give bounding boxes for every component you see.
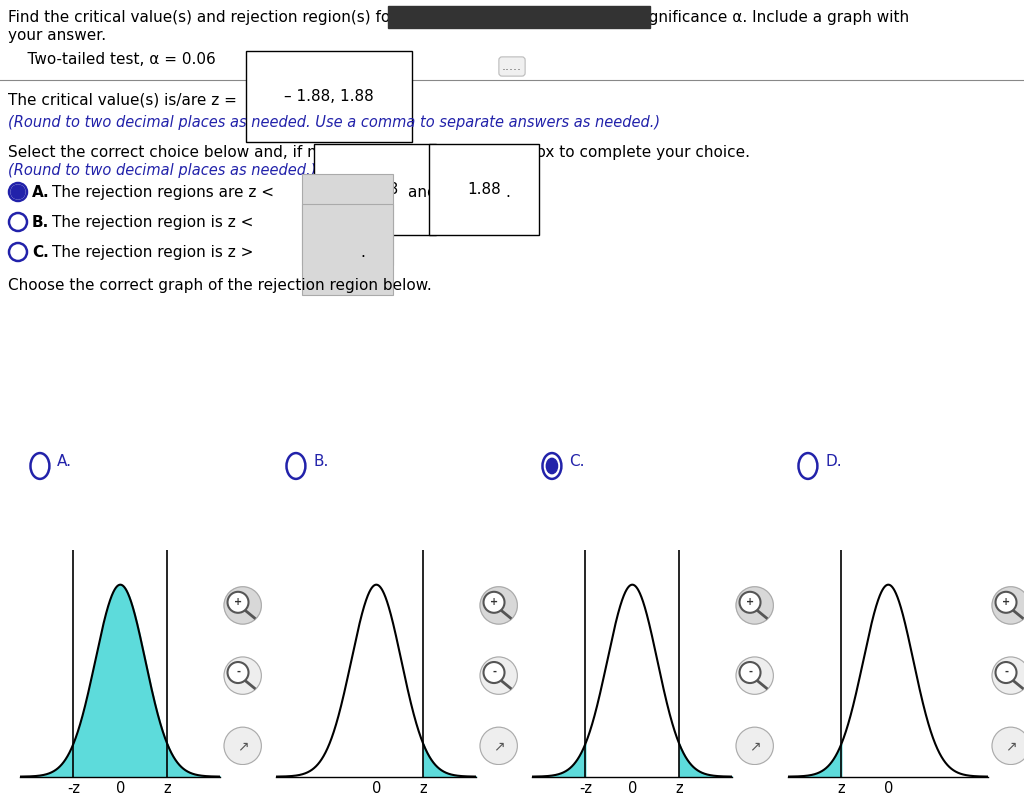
Text: D.: D. [825,454,842,468]
Circle shape [736,587,773,624]
Text: The rejection regions are z <: The rejection regions are z < [52,185,274,200]
Text: -: - [236,667,240,677]
Text: Two-tailed test, α = 0.06: Two-tailed test, α = 0.06 [8,52,216,67]
Circle shape [992,727,1024,765]
Text: +: + [489,596,498,607]
Text: C.: C. [32,245,49,260]
Text: Select the correct choice below and, if necessary, fill in the answer box to com: Select the correct choice below and, if … [8,145,750,160]
Text: Choose the correct graph of the rejection region below.: Choose the correct graph of the rejectio… [8,278,432,293]
Circle shape [995,662,1017,683]
Text: +: + [1001,596,1010,607]
Text: -: - [492,667,496,677]
Text: The rejection region is z <: The rejection region is z < [52,215,253,230]
Circle shape [480,587,517,624]
Text: B.: B. [313,454,329,468]
Circle shape [736,657,773,694]
Text: A.: A. [57,454,73,468]
Circle shape [227,662,249,683]
Circle shape [739,662,761,683]
Circle shape [224,657,261,694]
Circle shape [11,185,25,199]
Circle shape [483,592,505,612]
Text: ↗: ↗ [493,739,505,753]
Text: B.: B. [32,215,49,230]
Circle shape [224,727,261,765]
Text: ↗: ↗ [1005,739,1017,753]
Circle shape [483,662,505,683]
Text: The rejection region is z >: The rejection region is z > [52,245,253,260]
Text: The critical value(s) is/are z =: The critical value(s) is/are z = [8,92,237,107]
Circle shape [739,592,761,612]
Text: C.: C. [569,454,585,468]
Text: .....: ..... [502,60,522,73]
Circle shape [992,657,1024,694]
Text: +: + [233,596,242,607]
Text: .: . [505,185,510,200]
Text: 1.88: 1.88 [467,182,501,197]
Text: -: - [1004,667,1008,677]
Circle shape [224,587,261,624]
Text: your answer.: your answer. [8,28,106,43]
Text: and z >: and z > [408,185,467,200]
Circle shape [227,592,249,612]
Circle shape [480,657,517,694]
Text: (Round to two decimal places as needed.): (Round to two decimal places as needed.) [8,163,316,178]
Text: (Round to two decimal places as needed. Use a comma to separate answers as neede: (Round to two decimal places as needed. … [8,115,660,130]
Text: – 1.88: – 1.88 [352,182,398,197]
Circle shape [736,727,773,765]
Text: ↗: ↗ [237,739,249,753]
Text: .: . [360,215,365,230]
Text: .: . [360,245,365,260]
Circle shape [480,727,517,765]
Text: A.: A. [32,185,49,200]
Circle shape [995,592,1017,612]
Text: Find the critical value(s) and rejection region(s) for the type of z-test with l: Find the critical value(s) and rejection… [8,10,909,25]
Text: ↗: ↗ [749,739,761,753]
Bar [388,6,650,28]
Circle shape [547,458,557,474]
Text: +: + [745,596,754,607]
Circle shape [992,587,1024,624]
Text: – 1.88, 1.88: – 1.88, 1.88 [284,89,374,104]
Text: -: - [748,667,752,677]
